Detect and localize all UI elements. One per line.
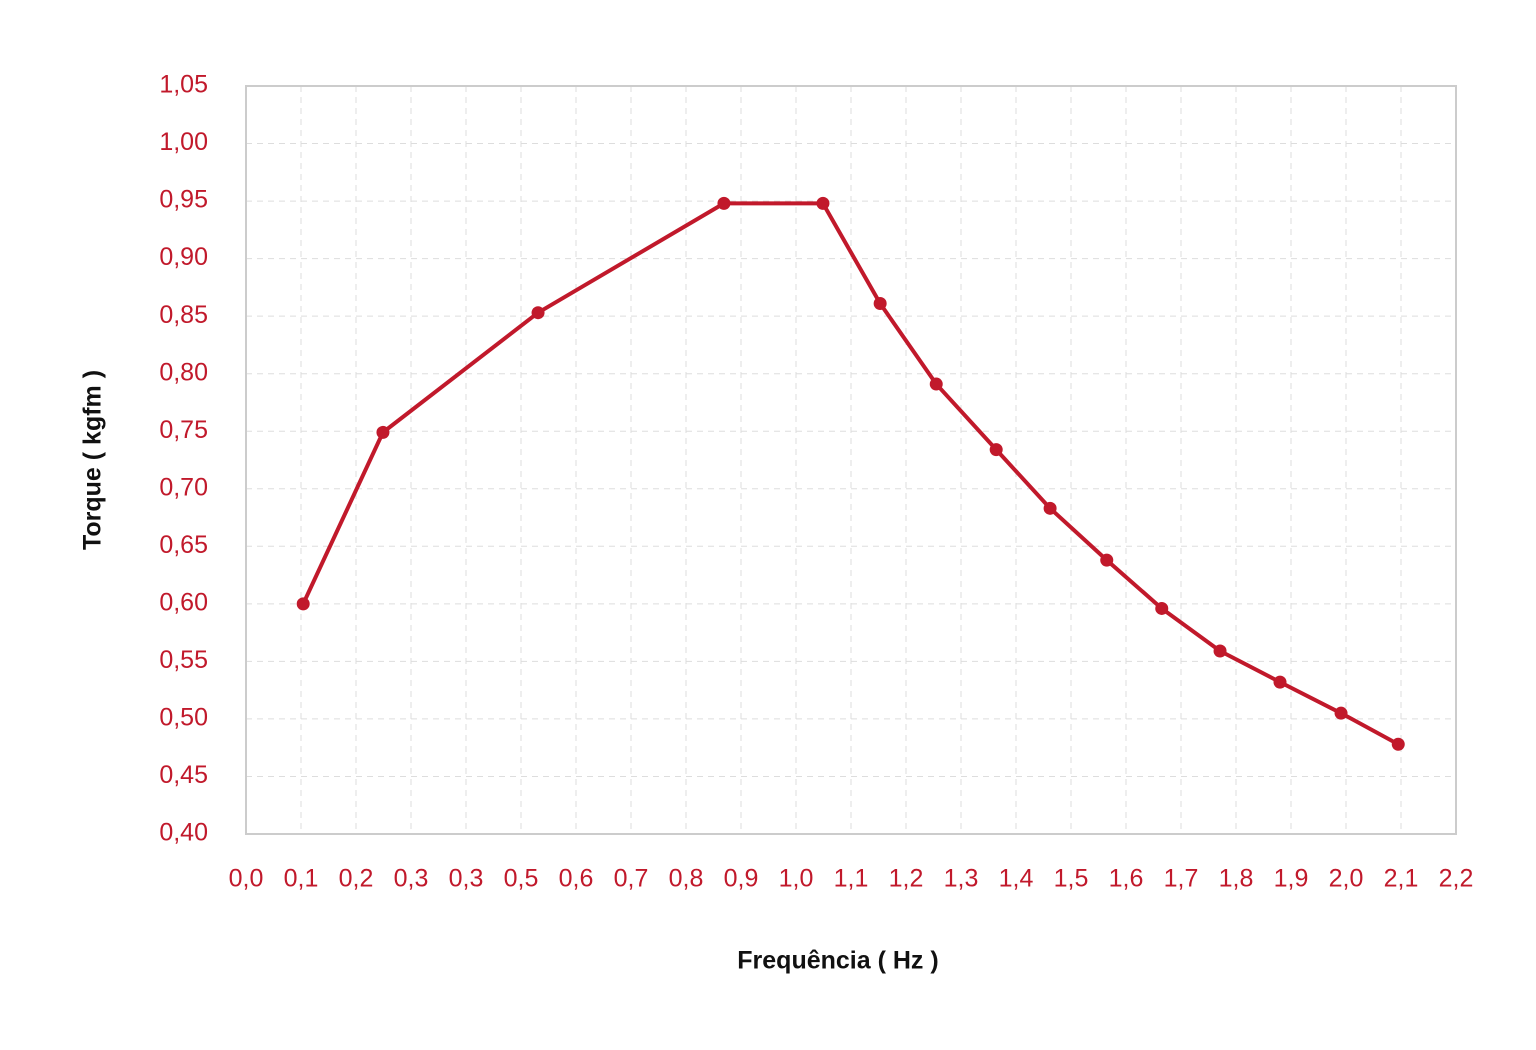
data-point: [1043, 501, 1057, 515]
y-tick-label: 0,85: [159, 301, 208, 329]
y-tick-label: 0,90: [159, 243, 208, 271]
x-tick-label: 2,1: [1384, 865, 1419, 893]
y-tick-label: 0,40: [159, 819, 208, 847]
data-point: [376, 425, 390, 439]
data-point: [296, 597, 310, 611]
plot-frame: [245, 85, 1457, 835]
x-tick-label: 0,3: [449, 865, 484, 893]
x-tick-label: 0,3: [394, 865, 429, 893]
x-tick-label: 1,6: [1109, 865, 1144, 893]
y-tick-label: 0,70: [159, 473, 208, 501]
x-tick-label: 1,1: [834, 865, 869, 893]
x-tick-label: 1,2: [889, 865, 924, 893]
x-tick-label: 0,7: [614, 865, 649, 893]
y-tick-label: 0,45: [159, 761, 208, 789]
x-tick-label: 0,9: [724, 865, 759, 893]
x-axis-title: Frequência ( Hz ): [737, 947, 938, 975]
x-tick-label: 1,5: [1054, 865, 1089, 893]
x-tick-label: 1,3: [944, 865, 979, 893]
x-tick-label: 2,0: [1329, 865, 1364, 893]
data-point: [1100, 553, 1114, 567]
x-tick-label: 0,0: [229, 865, 264, 893]
x-tick-label: 1,8: [1219, 865, 1254, 893]
y-tick-label: 0,75: [159, 416, 208, 444]
x-tick-label: 2,2: [1439, 865, 1474, 893]
x-tick-label: 1,9: [1274, 865, 1309, 893]
x-tick-label: 0,5: [504, 865, 539, 893]
x-tick-label: 0,1: [284, 865, 319, 893]
y-tick-label: 0,50: [159, 704, 208, 732]
x-tick-label: 0,2: [339, 865, 374, 893]
y-tick-label: 1,05: [159, 71, 208, 99]
data-point: [929, 377, 943, 391]
data-point: [1334, 706, 1348, 720]
x-tick-label: 1,7: [1164, 865, 1199, 893]
y-axis-title: Torque ( kgfm ): [79, 370, 107, 550]
data-point: [1391, 737, 1405, 751]
x-tick-label: 0,8: [669, 865, 704, 893]
y-tick-label: 0,55: [159, 646, 208, 674]
data-point: [1155, 601, 1169, 615]
x-tick-label: 1,0: [779, 865, 814, 893]
x-tick-label: 1,4: [999, 865, 1034, 893]
data-point: [1213, 644, 1227, 658]
y-tick-label: 0,80: [159, 358, 208, 386]
data-point: [816, 196, 830, 210]
data-point: [873, 296, 887, 310]
data-point: [1273, 675, 1287, 689]
y-tick-label: 0,60: [159, 588, 208, 616]
y-tick-label: 1,00: [159, 128, 208, 156]
y-tick-label: 0,65: [159, 531, 208, 559]
y-tick-label: 0,95: [159, 186, 208, 214]
data-point: [717, 196, 731, 210]
data-point: [989, 443, 1003, 457]
x-tick-label: 0,6: [559, 865, 594, 893]
data-point: [531, 306, 545, 320]
